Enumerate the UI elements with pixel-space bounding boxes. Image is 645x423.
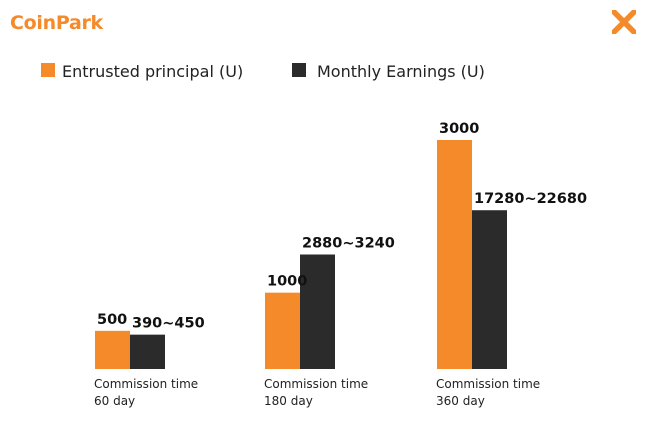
category-label-2-line-1: 360 day [436,394,485,408]
value-label-earnings-2: 17280~22680 [474,191,587,207]
close-x-icon[interactable] [612,10,636,34]
category-label-1-line-0: Commission time [264,377,368,391]
bar-earnings-2 [472,210,507,369]
coinpark-logo: CoinPark [10,12,103,34]
legend-swatch-principal [41,63,55,77]
bar-principal-2 [437,140,472,369]
bar-principal-0 [95,330,130,369]
chart-bars [95,140,507,369]
chart-category-labels: Commission time 60 day Commission time 180 … [94,377,540,408]
bar-earnings-1 [300,254,335,369]
legend-label-principal: Entrusted principal (U) [62,62,243,81]
category-label-0-line-0: Commission time [94,377,198,391]
category-label-1-line-1: 180 day [264,394,313,408]
value-label-earnings-1: 2880~3240 [302,236,395,252]
value-label-principal-1: 1000 [267,274,307,290]
category-label-0-line-1: 60 day [94,394,135,408]
legend-label-earnings: Monthly Earnings (U) [317,62,485,81]
legend-swatch-earnings [292,63,306,77]
value-label-principal-0: 500 [97,312,127,328]
chart-legend: Entrusted principal (U) Monthly Earnings… [41,62,485,81]
bar-earnings-0 [130,334,165,369]
value-label-earnings-0: 390~450 [132,316,205,332]
bar-principal-1 [265,292,300,369]
chart-value-labels: 500 390~450 1000 2880~3240 3000 17280~22680 [97,121,587,332]
value-label-principal-2: 3000 [439,121,479,137]
category-label-2-line-0: Commission time [436,377,540,391]
